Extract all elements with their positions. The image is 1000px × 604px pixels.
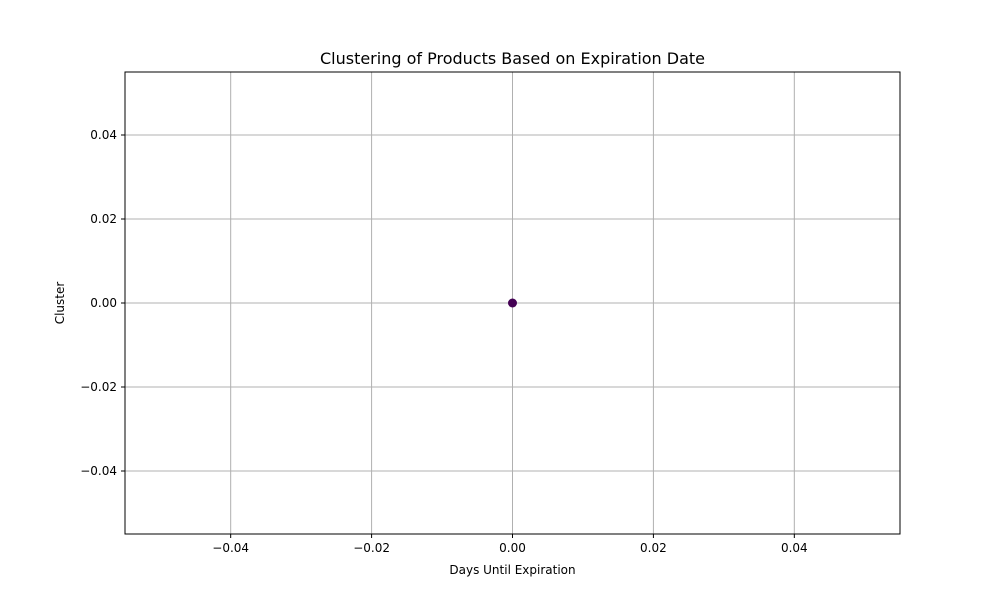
x-tick-label: −0.04: [212, 541, 249, 555]
y-tick-label: 0.04: [90, 128, 117, 142]
x-tick-label: 0.02: [640, 541, 667, 555]
y-tick-label: 0.02: [90, 212, 117, 226]
chart-title: Clustering of Products Based on Expirati…: [320, 49, 705, 68]
x-axis-label: Days Until Expiration: [449, 563, 575, 577]
y-axis-label: Cluster: [53, 282, 67, 325]
data-point: [508, 298, 517, 308]
y-axis-ticks: −0.04 −0.02 0.00 0.02 0.04: [80, 128, 125, 478]
data-points: [508, 298, 517, 308]
x-tick-label: 0.04: [781, 541, 808, 555]
grid-lines: [125, 72, 900, 534]
y-tick-label: −0.04: [80, 464, 117, 478]
y-tick-label: −0.02: [80, 380, 117, 394]
x-axis-ticks: −0.04 −0.02 0.00 0.02 0.04: [212, 534, 808, 555]
y-tick-label: 0.00: [90, 296, 117, 310]
x-tick-label: −0.02: [353, 541, 390, 555]
x-tick-label: 0.00: [499, 541, 526, 555]
